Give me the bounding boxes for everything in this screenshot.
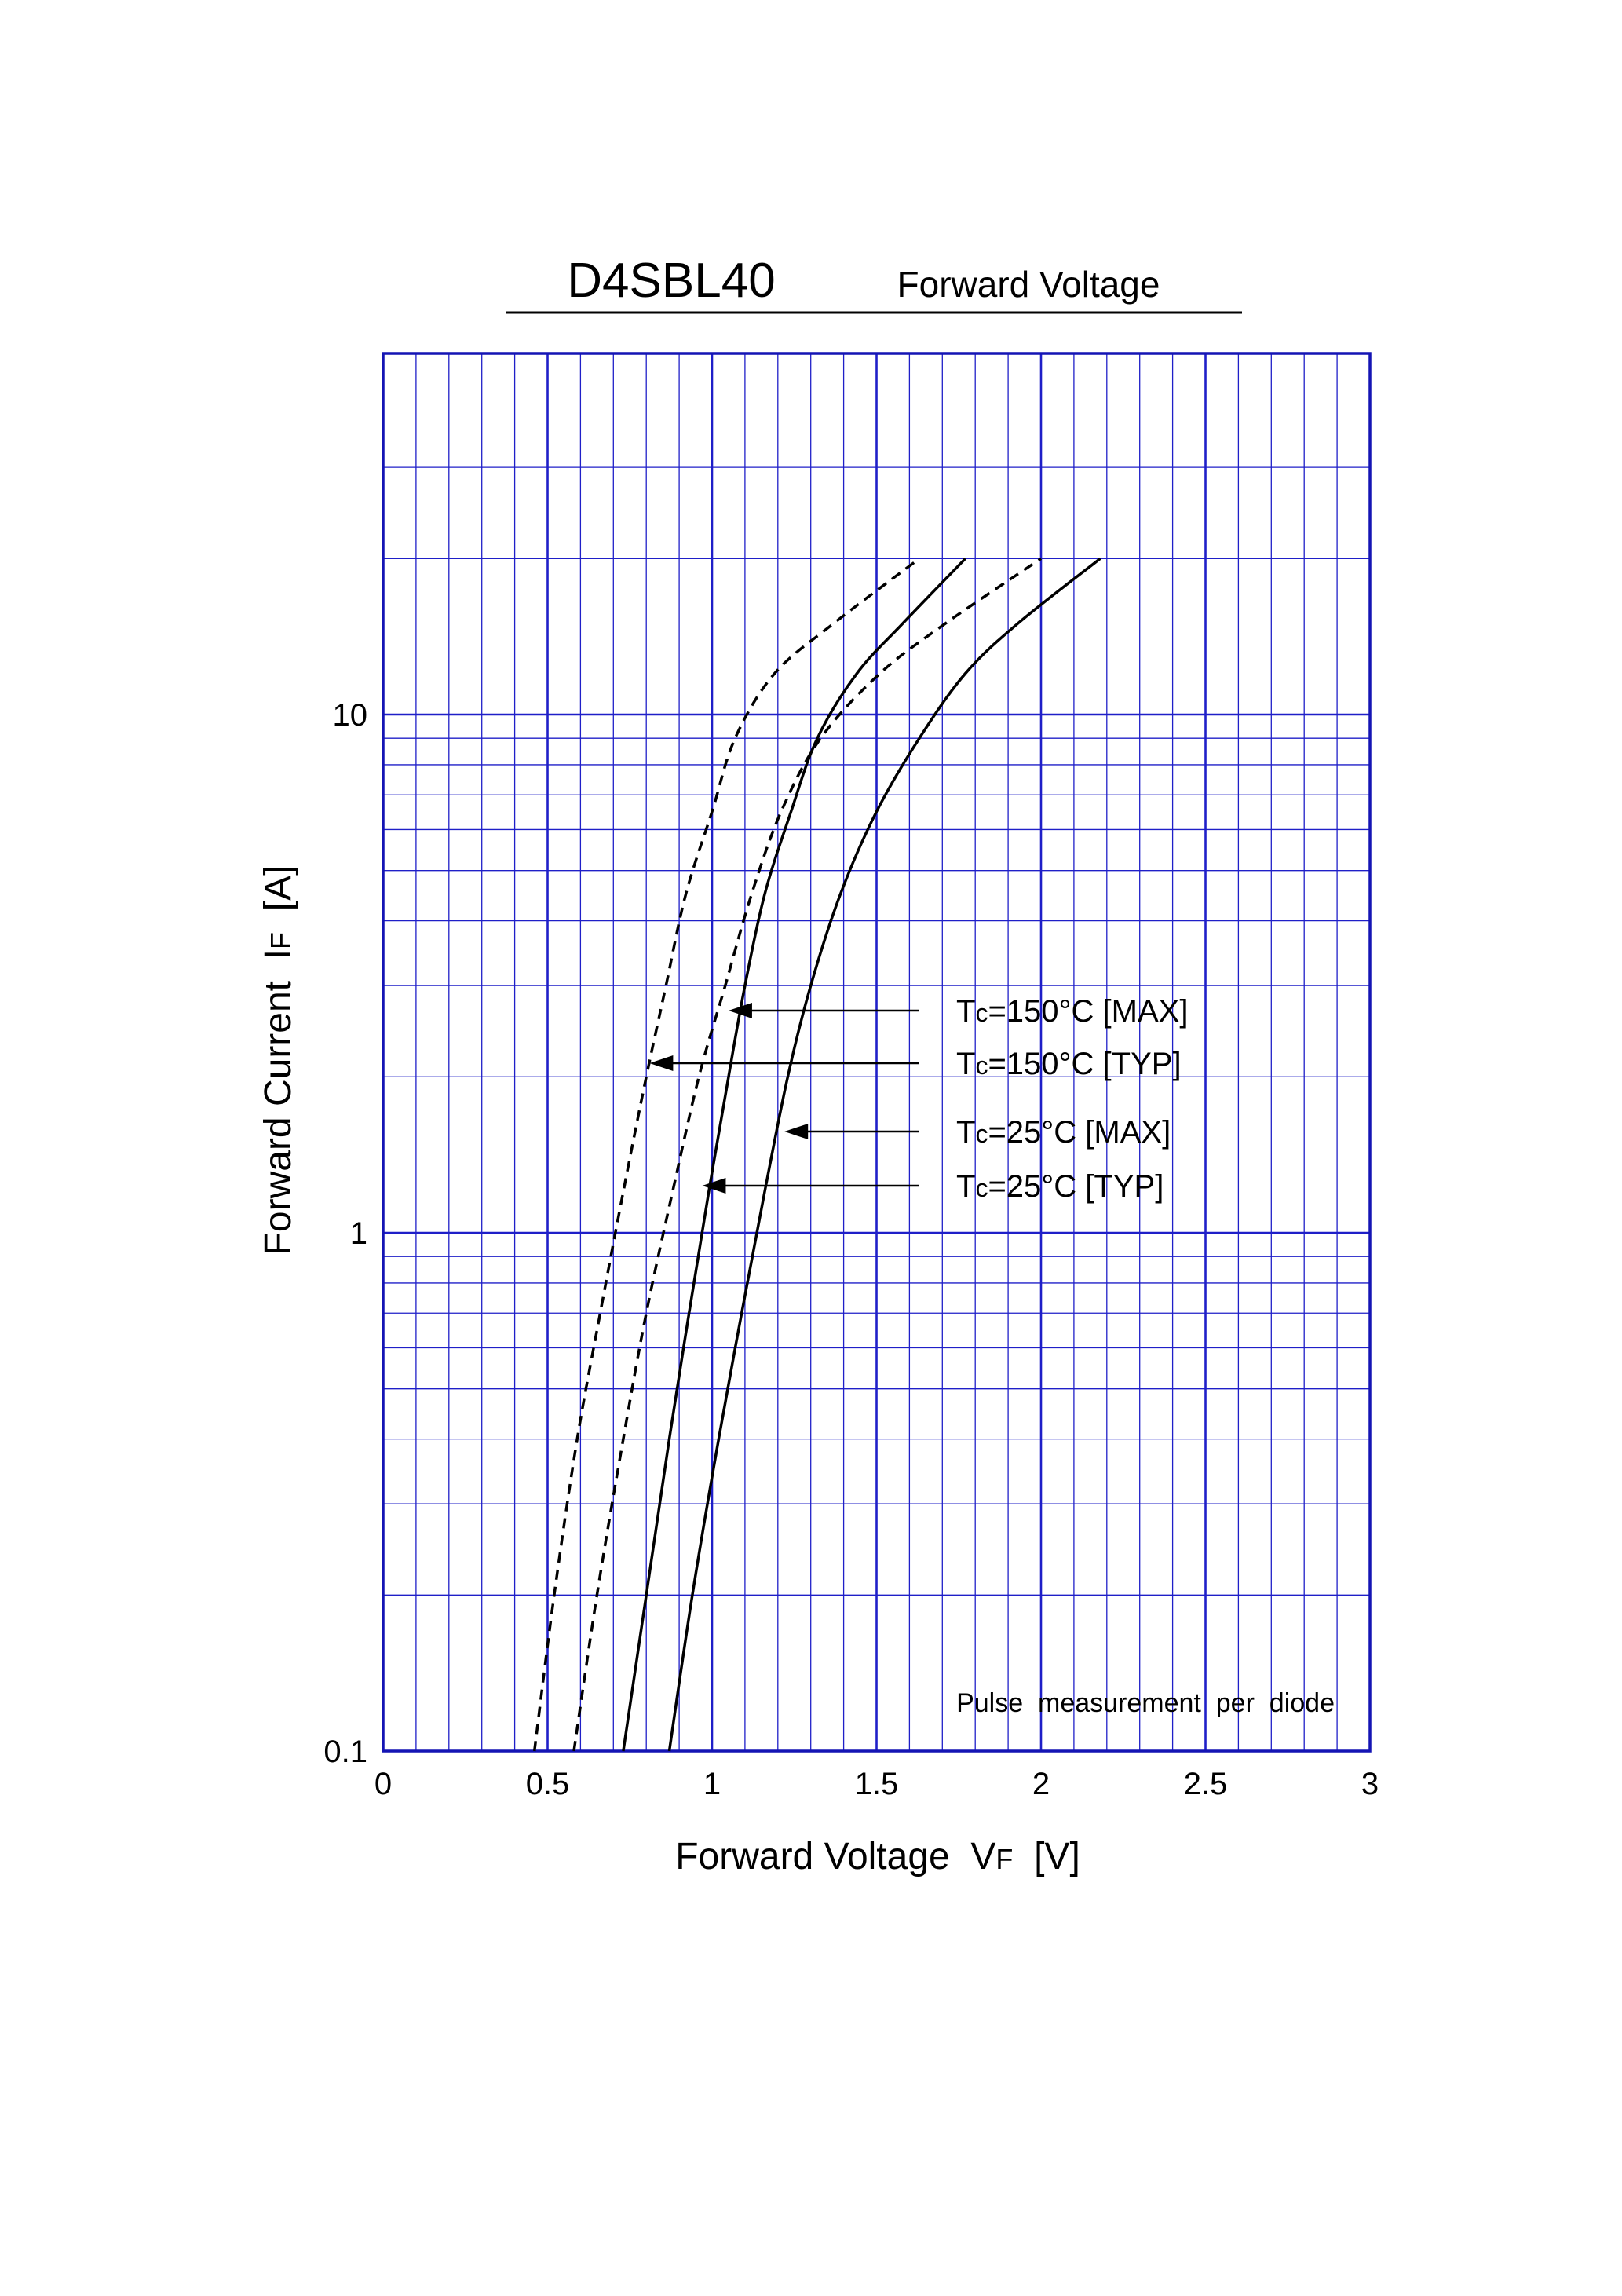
pulse-note: Pulse measurement per diode xyxy=(956,1688,1335,1718)
x-tick-label: 0.5 xyxy=(526,1767,570,1801)
annotation-arrow-head xyxy=(702,1178,726,1194)
series-line-3 xyxy=(667,557,1101,1752)
annotation-arrow-head xyxy=(649,1055,674,1071)
x-tick-label: 1 xyxy=(703,1767,721,1801)
annotation-arrow-head xyxy=(784,1124,809,1139)
x-tick-label: 3 xyxy=(1361,1767,1379,1801)
series-line-1 xyxy=(622,558,966,1752)
chart-title: D4SBL40 xyxy=(567,254,775,308)
annotation-label: Tc=25°C [MAX] xyxy=(956,1115,1171,1150)
x-axis-label: Forward Voltage VF [V] xyxy=(675,1836,1080,1877)
y-tick-label: 1 xyxy=(350,1216,367,1251)
x-tick-label: 0 xyxy=(374,1767,392,1801)
plot-frame xyxy=(382,352,1372,1753)
x-tick-label: 2 xyxy=(1032,1767,1050,1801)
annotation-label: Tc=150°C [MAX] xyxy=(956,994,1188,1029)
y-tick-label: 10 xyxy=(333,698,368,733)
grid xyxy=(382,352,1372,1753)
x-tick-label: 1.5 xyxy=(855,1767,899,1801)
annotation-arrow-head xyxy=(728,1003,752,1018)
curves xyxy=(532,557,1101,1752)
y-tick-label: 0.1 xyxy=(323,1735,367,1769)
x-tick-label: 2.5 xyxy=(1184,1767,1228,1801)
annotation-label: Tc=25°C [TYP] xyxy=(956,1169,1164,1204)
annotations: Tc=150°C [MAX] Tc=150°C [TYP] Tc=25°C [MAX… xyxy=(649,994,1188,1204)
annotation-label: Tc=150°C [TYP] xyxy=(956,1047,1182,1081)
series-line-4 xyxy=(572,557,1042,1752)
y-axis-label: Forward Current IF [A] xyxy=(258,865,299,1256)
labels: D4SBL40 Forward Voltage 0 0.5 1 1.5 2 2.5 3 0.1 1 1… xyxy=(258,254,1379,1877)
series-line-2 xyxy=(532,557,921,1752)
chart-subtitle: Forward Voltage xyxy=(897,264,1160,305)
